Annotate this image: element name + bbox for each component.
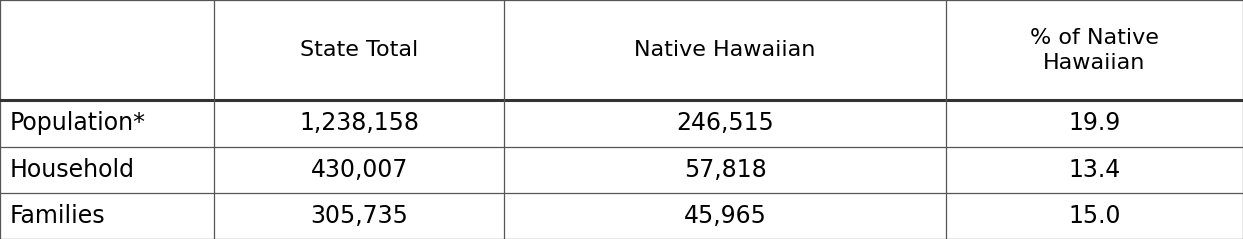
Text: 19.9: 19.9	[1069, 111, 1121, 136]
Text: 1,238,158: 1,238,158	[300, 111, 419, 136]
Text: 246,515: 246,515	[676, 111, 774, 136]
Text: Families: Families	[10, 204, 106, 228]
Text: Population*: Population*	[10, 111, 145, 136]
Text: Native Hawaiian: Native Hawaiian	[634, 40, 815, 60]
Text: 13.4: 13.4	[1069, 158, 1121, 182]
Text: State Total: State Total	[300, 40, 418, 60]
Text: 57,818: 57,818	[684, 158, 767, 182]
Text: % of Native
Hawaiian: % of Native Hawaiian	[1030, 28, 1158, 73]
Text: 45,965: 45,965	[684, 204, 767, 228]
Text: 430,007: 430,007	[311, 158, 408, 182]
Text: 305,735: 305,735	[311, 204, 408, 228]
Text: Household: Household	[10, 158, 135, 182]
Text: 15.0: 15.0	[1068, 204, 1121, 228]
